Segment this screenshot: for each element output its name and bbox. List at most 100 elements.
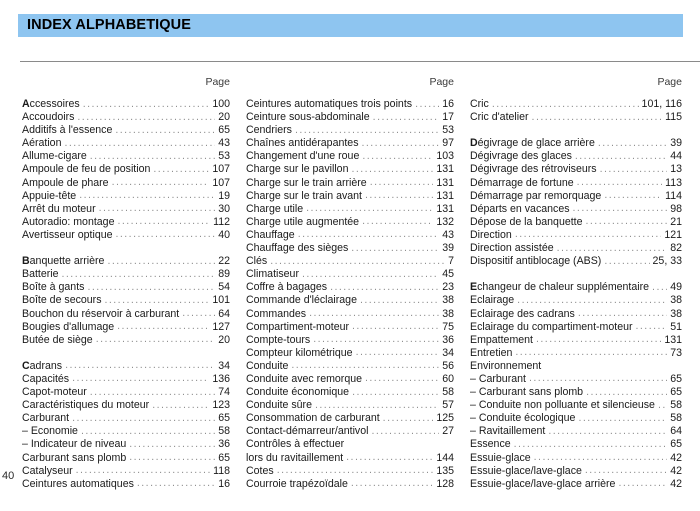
index-entry: Empattement.............................… [470, 334, 682, 347]
index-entry-page-number: 65 [218, 124, 230, 137]
dot-leader: ........................................… [382, 412, 434, 424]
dot-leader: ........................................… [371, 425, 439, 437]
index-entry-label: Démarrage par remorquage [470, 189, 602, 202]
index-entry-page-number: 114 [665, 189, 682, 202]
index-entry: Chauffage des sièges....................… [246, 242, 454, 255]
index-entry-page-number: 65 [670, 372, 682, 385]
dot-leader: ........................................… [586, 386, 667, 398]
index-entry-page-number: 100 [212, 98, 230, 110]
index-entry-label: – Conduite non polluante et silencieuse [470, 399, 655, 412]
index-entry-label: Démarrage de fortune [470, 176, 574, 189]
dot-leader: ........................................… [533, 451, 668, 464]
dot-leader: ........................................… [294, 124, 440, 136]
index-entry-page-number: 19 [218, 189, 230, 202]
index-entry-label: Eclairage [470, 294, 515, 307]
index-entry-text: ccessoires [29, 98, 80, 110]
index-entry-page-number: 60 [442, 372, 454, 385]
index-entry-label: – Carburant [470, 372, 526, 385]
index-entry-label: lors du ravitaillement [246, 451, 344, 464]
index-entry-page-number: 58 [670, 412, 682, 425]
dot-leader: ........................................… [182, 307, 215, 320]
index-entry: Accessoires.............................… [22, 98, 230, 111]
index-entry-label: Appuie-tête [22, 189, 77, 202]
index-entry-page-number: 57 [442, 399, 454, 412]
dot-leader: ........................................… [515, 346, 667, 359]
index-entry-label: Charge sur le train avant [246, 189, 363, 202]
index-entry-page-number: 23 [442, 281, 454, 294]
index-entry-label: Essuie-glace/lave-glace [470, 464, 582, 477]
index-entry: Allume-cigare...........................… [22, 150, 230, 163]
index-entry-label: Courroie trapézoïdale [246, 477, 348, 490]
index-entry-page-number: 58 [442, 386, 454, 399]
index-column-2: Ceintures automatiques trois points.....… [246, 98, 454, 491]
index-entry-page-number: 34 [218, 359, 230, 372]
dot-leader: ........................................… [576, 176, 662, 189]
dot-leader: ........................................… [129, 451, 215, 464]
index-entry: Essuie-glace/lave-glace arrière.........… [470, 478, 682, 491]
index-entry: Carburant sans plomb....................… [22, 452, 230, 465]
index-entry-label: Cadrans [22, 360, 65, 373]
index-entry: Courroie trapézoïdale...................… [246, 478, 454, 491]
index-entry-label: – Indicateur de niveau [22, 438, 127, 451]
dot-leader: ........................................… [548, 425, 667, 437]
index-entry-label: Dépose de la banquette [470, 215, 583, 228]
dot-leader: ........................................… [352, 386, 440, 398]
index-entry: Conduite avec remorque..................… [246, 373, 454, 386]
index-entry-page-number: 101, 116 [641, 98, 682, 110]
dot-leader: ........................................… [72, 372, 209, 385]
index-entry-label: Conduite économique [246, 386, 350, 399]
index-entry: Ampoule de feu de position..............… [22, 163, 230, 176]
page-label-col2: Page [429, 76, 454, 88]
dot-leader: ........................................… [136, 477, 215, 490]
index-entry-page-number: 43 [442, 228, 454, 241]
index-entry: Eclairage des cadrans...................… [470, 308, 682, 321]
dot-leader: ........................................… [314, 399, 439, 411]
index-entry: Chauffage...............................… [246, 229, 454, 242]
index-entry-label: Essuie-glace [470, 451, 531, 464]
index-section-gap [470, 268, 682, 281]
index-entry-label: Echangeur de chaleur supplémentaire [470, 281, 652, 294]
index-entry: Cadrans.................................… [22, 360, 230, 373]
index-entry-page-number: 128 [436, 477, 454, 490]
index-entry-page-number: 49 [670, 281, 682, 294]
index-entry-label: Avertisseur optique [22, 228, 113, 241]
index-entry-page-number: 27 [442, 425, 454, 438]
index-entry-label: Batterie [22, 268, 59, 281]
index-entry: Commande d'léclairage...................… [246, 294, 454, 307]
index-section-initial: D [470, 137, 478, 150]
index-entry: Conduite économique.....................… [246, 386, 454, 399]
index-entry-text: changeur de chaleur supplémentaire [477, 281, 650, 294]
index-entry: Capot-moteur............................… [22, 386, 230, 399]
dot-leader: ........................................… [362, 150, 433, 162]
index-entry-page-number: 131 [436, 163, 454, 176]
index-entry: – Conduite écologique...................… [470, 412, 682, 425]
index-entry-label: Dégivrage des rétroviseurs [470, 163, 597, 176]
index-entry-label: Compartiment-moteur [246, 320, 350, 333]
index-entry: Eclairage du compartiment-moteur........… [470, 321, 682, 334]
index-entry-label: Eclairage des cadrans [470, 307, 575, 320]
index-section-initial: A [22, 98, 30, 110]
index-entry-page-number: 39 [670, 137, 682, 150]
dot-leader: ........................................… [313, 333, 439, 346]
index-entry-label: Eclairage du compartiment-moteur [470, 320, 633, 333]
dot-leader: ........................................… [362, 215, 433, 228]
index-entry-label: Charge sur le train arrière [246, 176, 367, 189]
index-entry: Ampoule de phare........................… [22, 177, 230, 190]
index-entry-page-number: 34 [442, 346, 454, 359]
index-entry-label: Direction [470, 228, 512, 241]
index-entry: Dégivrage de glace arrière..............… [470, 137, 682, 150]
index-entry-label: Allume-cigare [22, 150, 87, 163]
index-entry: Charge sur le pavillon..................… [246, 163, 454, 176]
header-divider [20, 61, 700, 62]
index-entry: Environnement...........................… [470, 360, 682, 373]
dot-leader: ........................................… [355, 346, 440, 359]
index-entry: Contact-démarreur/antivol...............… [246, 425, 454, 438]
index-entry-page-number: 58 [670, 399, 682, 412]
index-entry: Charge utile augmentée..................… [246, 216, 454, 229]
index-entry: Conduite................................… [246, 360, 454, 373]
index-entry: Essuie-glace............................… [470, 452, 682, 465]
index-entry: Ceinture sous-abdominale................… [246, 111, 454, 124]
index-entry: Capacités...............................… [22, 373, 230, 386]
index-entry-label: Dégivrage des glaces [470, 150, 572, 163]
